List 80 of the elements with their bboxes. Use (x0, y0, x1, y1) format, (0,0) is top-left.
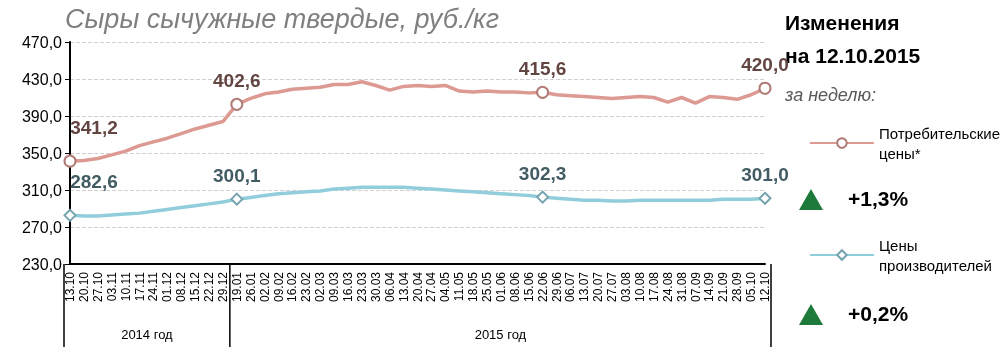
x-tick-label: 23.02 (299, 271, 314, 303)
x-tick-label: 09.02 (271, 271, 286, 303)
y-tick-label: 230,0 (21, 255, 63, 273)
y-tick-label: 310,0 (21, 181, 63, 199)
x-tick-label: 08.12 (174, 271, 189, 303)
x-tick-label: 07.09 (688, 271, 703, 303)
text: за неделю: (784, 85, 876, 105)
x-tick-label: 22.06 (535, 271, 550, 303)
x-tick-label: 02.02 (257, 271, 272, 303)
x-tick-label: 24.08 (660, 271, 675, 303)
legend-label: Цены производителей (878, 236, 992, 274)
point (230, 97, 244, 111)
data-label: 301,0 (741, 163, 789, 185)
point (230, 192, 244, 206)
x-tick-label: 20.04 (410, 271, 425, 303)
x-tick-label: 15.06 (521, 271, 536, 303)
x-tick-label: 27.04 (424, 271, 439, 303)
x-tick-label: 10.11 (118, 271, 133, 302)
x-tick-label: 06.04 (382, 271, 397, 303)
x-tick-label: 18.05 (466, 271, 481, 303)
text: +1,3% (848, 187, 909, 210)
x-tick-label: 19.01 (229, 271, 244, 303)
x-tick-label: 13.07 (577, 271, 592, 303)
text: 2015 год (474, 326, 527, 342)
x-tick-label: 03.11 (104, 271, 119, 302)
x-tick-label: 03.08 (619, 271, 633, 303)
y-tick-label: 350,0 (21, 144, 63, 162)
x-tick-label: 22.12 (202, 271, 216, 303)
x-tick-label: 29.12 (215, 271, 230, 303)
x-tick-label: 25.05 (480, 271, 494, 303)
x-tick-label: 14.09 (702, 271, 717, 303)
chart-title: Сыры сычужные твердые, руб./кг (65, 3, 500, 34)
x-tick-label: 23.03 (354, 271, 369, 303)
data-label: 402,6 (213, 69, 261, 91)
data-label: 282,6 (70, 170, 118, 192)
x-tick-label: 21.09 (716, 271, 731, 303)
point (536, 190, 550, 204)
x-tick-label: 16.02 (285, 271, 300, 303)
x-tick-label: 17.08 (646, 271, 661, 303)
x-tick-label: 13.10 (63, 271, 77, 303)
x-tick-label: 17.11 (132, 271, 147, 302)
x-tick-label: 15.12 (188, 271, 203, 303)
x-tick-label: 12.10 (758, 271, 772, 303)
text: 2014 год (121, 326, 174, 342)
data-label: 300,1 (213, 164, 262, 186)
x-tick-label: 10.08 (632, 271, 647, 303)
y-tick-label: 270,0 (21, 218, 63, 236)
data-label: 302,3 (518, 162, 567, 184)
x-tick-label: 27.10 (90, 271, 105, 303)
x-tick-label: 31.08 (674, 271, 689, 303)
x-tick-label: 24.11 (146, 271, 161, 302)
point (536, 85, 550, 99)
point (63, 208, 77, 222)
x-tick-label: 16.03 (341, 271, 355, 303)
x-tick-label: 02.03 (313, 271, 328, 303)
legend-label: Потребительские цены* (878, 124, 1001, 162)
x-tick-label: 28.09 (730, 271, 745, 303)
point (63, 154, 77, 168)
x-tick-label: 05.10 (744, 271, 759, 303)
x-tick-label: 06.07 (563, 271, 578, 303)
x-tick-label: 08.06 (507, 271, 522, 303)
point (758, 81, 772, 95)
x-tick-label: 13.04 (396, 271, 411, 303)
y-tick-label: 430,0 (21, 70, 63, 88)
x-tick-label: 01.06 (493, 271, 508, 303)
x-tick-label: 29.06 (549, 271, 564, 303)
text: +0,2% (848, 302, 909, 325)
x-tick-label: 26.01 (243, 271, 258, 303)
point (758, 191, 772, 205)
x-tick-label: 27.07 (605, 271, 620, 303)
y-tick-label: 470,0 (21, 33, 63, 51)
x-tick-label: 20.10 (76, 271, 91, 303)
x-tick-label: 09.03 (327, 271, 342, 303)
x-tick-label: 20.07 (591, 271, 606, 303)
x-tick-label: 11.05 (452, 271, 467, 302)
x-tick-label: 01.12 (160, 271, 175, 303)
y-tick-label: 390,0 (21, 107, 63, 125)
data-label: 415,6 (518, 57, 567, 79)
x-tick-label: 04.05 (438, 271, 453, 303)
x-tick-label: 30.03 (368, 271, 383, 303)
